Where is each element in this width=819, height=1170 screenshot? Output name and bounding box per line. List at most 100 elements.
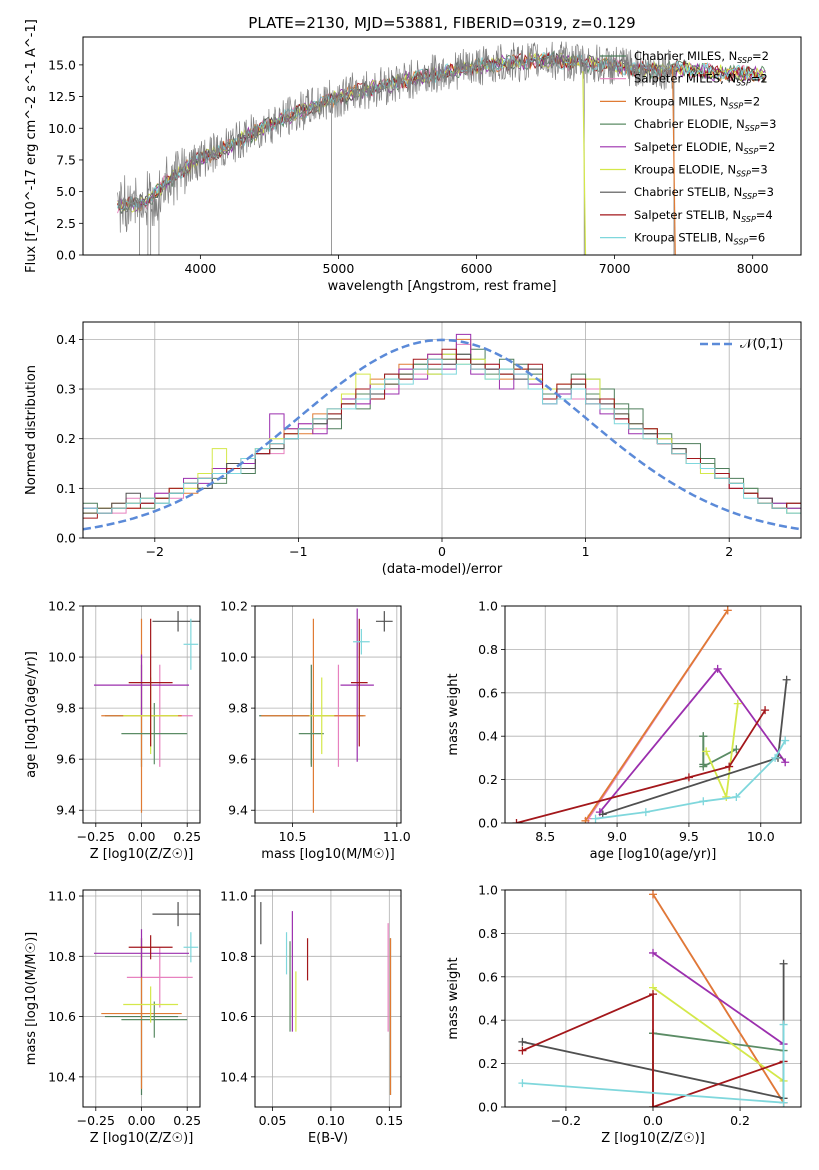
weight-marker <box>781 736 790 745</box>
plot-area-mass-age <box>259 608 393 813</box>
x-tick-label: 10.0 <box>747 829 775 844</box>
weight-line <box>595 740 786 820</box>
axes-age-weight: 8.5 9.0 9.5 10.0 0.0 0.2 0.4 0.6 0.8 1.0 age [log1… <box>446 599 801 862</box>
plot-area-residuals <box>83 333 801 538</box>
legend-label-normal: 𝒩(0,1) <box>740 337 783 352</box>
weight-marker <box>779 959 788 968</box>
y-tick-label: 9.4 <box>56 803 76 818</box>
axes-mass-age: 10.5 11.0 9.4 9.6 9.8 10.0 10.2 mass [log10(M/M… <box>220 599 411 863</box>
y-axis-label: age [log10(age/yr)] <box>24 651 39 778</box>
axes-frame-z-mass <box>82 889 201 1108</box>
y-tick-label: 2.5 <box>56 216 76 231</box>
weight-line <box>599 667 786 813</box>
y-axis-label: mass [log10(M/M☉)] <box>24 932 39 1065</box>
histogram-step <box>83 358 801 538</box>
weight-marker <box>733 699 742 708</box>
y-tick-label: 0.2 <box>478 772 498 787</box>
model-drop <box>671 67 676 255</box>
x-tick-label: 0.05 <box>259 1113 287 1128</box>
model-drop <box>582 71 587 255</box>
x-tick-label: 9.5 <box>679 829 699 844</box>
x-axis-label: Z [log10(Z/Z☉)] <box>90 1131 194 1146</box>
weight-marker <box>641 808 650 817</box>
x-tick-label: 6000 <box>461 261 493 276</box>
plot-area-spectrum <box>117 41 766 255</box>
plot-area-z-age <box>93 611 200 813</box>
y-tick-label: 0.0 <box>56 248 76 263</box>
weight-marker <box>782 675 791 684</box>
y-tick-label: 0.8 <box>478 642 498 657</box>
legend-label: Chabrier ELODIE, NSSP=3 <box>634 117 776 133</box>
y-tick-label: 7.5 <box>56 152 76 167</box>
y-tick-label: 10.0 <box>48 650 76 665</box>
x-tick-label: 8000 <box>737 261 769 276</box>
legend-label: Kroupa MILES, NSSP=2 <box>634 94 760 110</box>
y-tick-label: 0.4 <box>478 1013 498 1028</box>
x-tick-label: 0.0 <box>643 1113 663 1128</box>
weight-marker <box>581 816 590 823</box>
y-tick-label: 0.1 <box>56 481 76 496</box>
axes-ebv-mass: 0.05 0.10 0.15 10.4 10.6 10.8 11.0 E(B-V) <box>220 889 403 1146</box>
y-tick-label: 9.6 <box>56 752 76 767</box>
weight-marker <box>702 747 711 756</box>
weight-marker <box>723 606 732 615</box>
weight-line <box>584 609 729 822</box>
x-tick-label: −0.25 <box>77 1113 115 1128</box>
weight-marker <box>779 1020 788 1029</box>
x-tick-label: −1 <box>289 544 307 559</box>
x-tick-label: 0.25 <box>173 1113 201 1128</box>
axes-z-mass: −0.25 0.00 0.25 10.4 10.6 10.8 11.0 Z [log10(Z/… <box>24 889 201 1146</box>
y-tick-label: 10.2 <box>48 599 76 614</box>
legend-label: Chabrier STELIB, NSSP=3 <box>634 185 774 201</box>
weight-marker <box>649 890 657 899</box>
y-tick-label: 0.2 <box>478 1056 498 1071</box>
weight-marker <box>512 819 521 823</box>
x-axis-label: age [log10(age/yr)] <box>590 847 717 862</box>
x-tick-label: −2 <box>146 544 164 559</box>
weight-marker <box>649 1103 657 1107</box>
weight-marker <box>699 762 708 771</box>
y-tick-label: 10.8 <box>48 949 76 964</box>
weight-line <box>652 952 785 1045</box>
weight-marker <box>649 990 657 999</box>
legend-label: Kroupa STELIB, NSSP=6 <box>634 231 765 247</box>
plot-area-z-mass <box>93 902 200 1095</box>
weight-marker <box>518 1079 527 1088</box>
x-axis-label: wavelength [Angstrom, rest frame] <box>328 279 557 294</box>
axes-frame-ebv-mass <box>254 889 402 1108</box>
y-tick-label: 10.0 <box>220 650 248 665</box>
weight-line <box>522 992 784 1107</box>
plot-area-age-weight <box>512 606 791 823</box>
x-tick-label: 10.5 <box>279 829 307 844</box>
axes-frame-age-weight <box>504 605 802 824</box>
weight-marker <box>518 1046 527 1055</box>
legend-label: Chabrier MILES, NSSP=2 <box>634 49 769 65</box>
y-tick-label: 0.8 <box>478 926 498 941</box>
weight-marker <box>699 797 708 806</box>
y-tick-label: 0.0 <box>56 531 76 546</box>
axes-frame-mass-age <box>254 605 402 824</box>
weight-line <box>602 679 788 816</box>
x-tick-label: 11.0 <box>383 829 411 844</box>
y-axis-label: mass weight <box>446 673 461 755</box>
weight-marker <box>518 1037 527 1046</box>
weight-marker <box>684 773 693 782</box>
y-tick-label: 10.0 <box>48 121 76 136</box>
weight-marker <box>771 753 780 762</box>
weight-marker <box>699 732 708 741</box>
y-tick-label: 0.0 <box>478 816 498 831</box>
legend-label: Salpeter MILES, NSSP=2 <box>634 72 768 88</box>
plot-area-z-weight <box>518 890 788 1107</box>
y-tick-label: 11.0 <box>220 889 248 904</box>
y-tick-label: 9.4 <box>228 803 248 818</box>
data-spectrum-line <box>117 41 677 233</box>
weight-marker <box>591 814 600 823</box>
weight-marker <box>781 758 790 767</box>
legend-label: Salpeter STELIB, NSSP=4 <box>634 208 773 224</box>
y-axis-label: Normed distribution <box>24 365 39 495</box>
y-tick-label: 0.2 <box>56 431 76 446</box>
weight-marker <box>725 762 734 771</box>
x-tick-label: 0.15 <box>375 1113 403 1128</box>
x-axis-label: Z [log10(Z/Z☉)] <box>601 1131 705 1146</box>
